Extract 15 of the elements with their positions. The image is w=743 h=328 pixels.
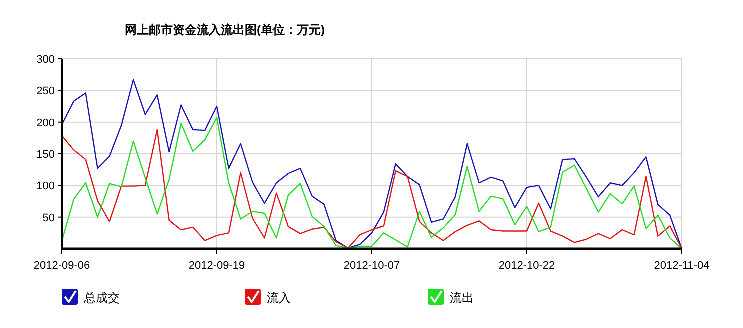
x-tick-label: 2012-10-22 [498, 260, 556, 272]
x-tick-label: 2012-11-04 [654, 260, 710, 272]
y-tick-label: 300 [36, 54, 55, 66]
y-tick-label: 50 [42, 212, 55, 224]
y-tick-label: 200 [36, 117, 55, 130]
y-tick-label: 250 [36, 86, 55, 98]
y-tick-label: 150 [36, 149, 55, 161]
legend-label: 流入 [267, 291, 291, 305]
legend-label: 流出 [450, 291, 474, 305]
x-tick-label: 2012-09-19 [188, 260, 246, 272]
y-tick-label: 100 [36, 180, 55, 193]
x-tick-label: 2012-10-07 [344, 260, 400, 272]
x-tick-label: 2012-09-06 [34, 260, 90, 272]
chart-title: 网上邮市资金流入流出图(单位：万元) [125, 23, 325, 37]
legend-label: 总成交 [83, 291, 120, 305]
